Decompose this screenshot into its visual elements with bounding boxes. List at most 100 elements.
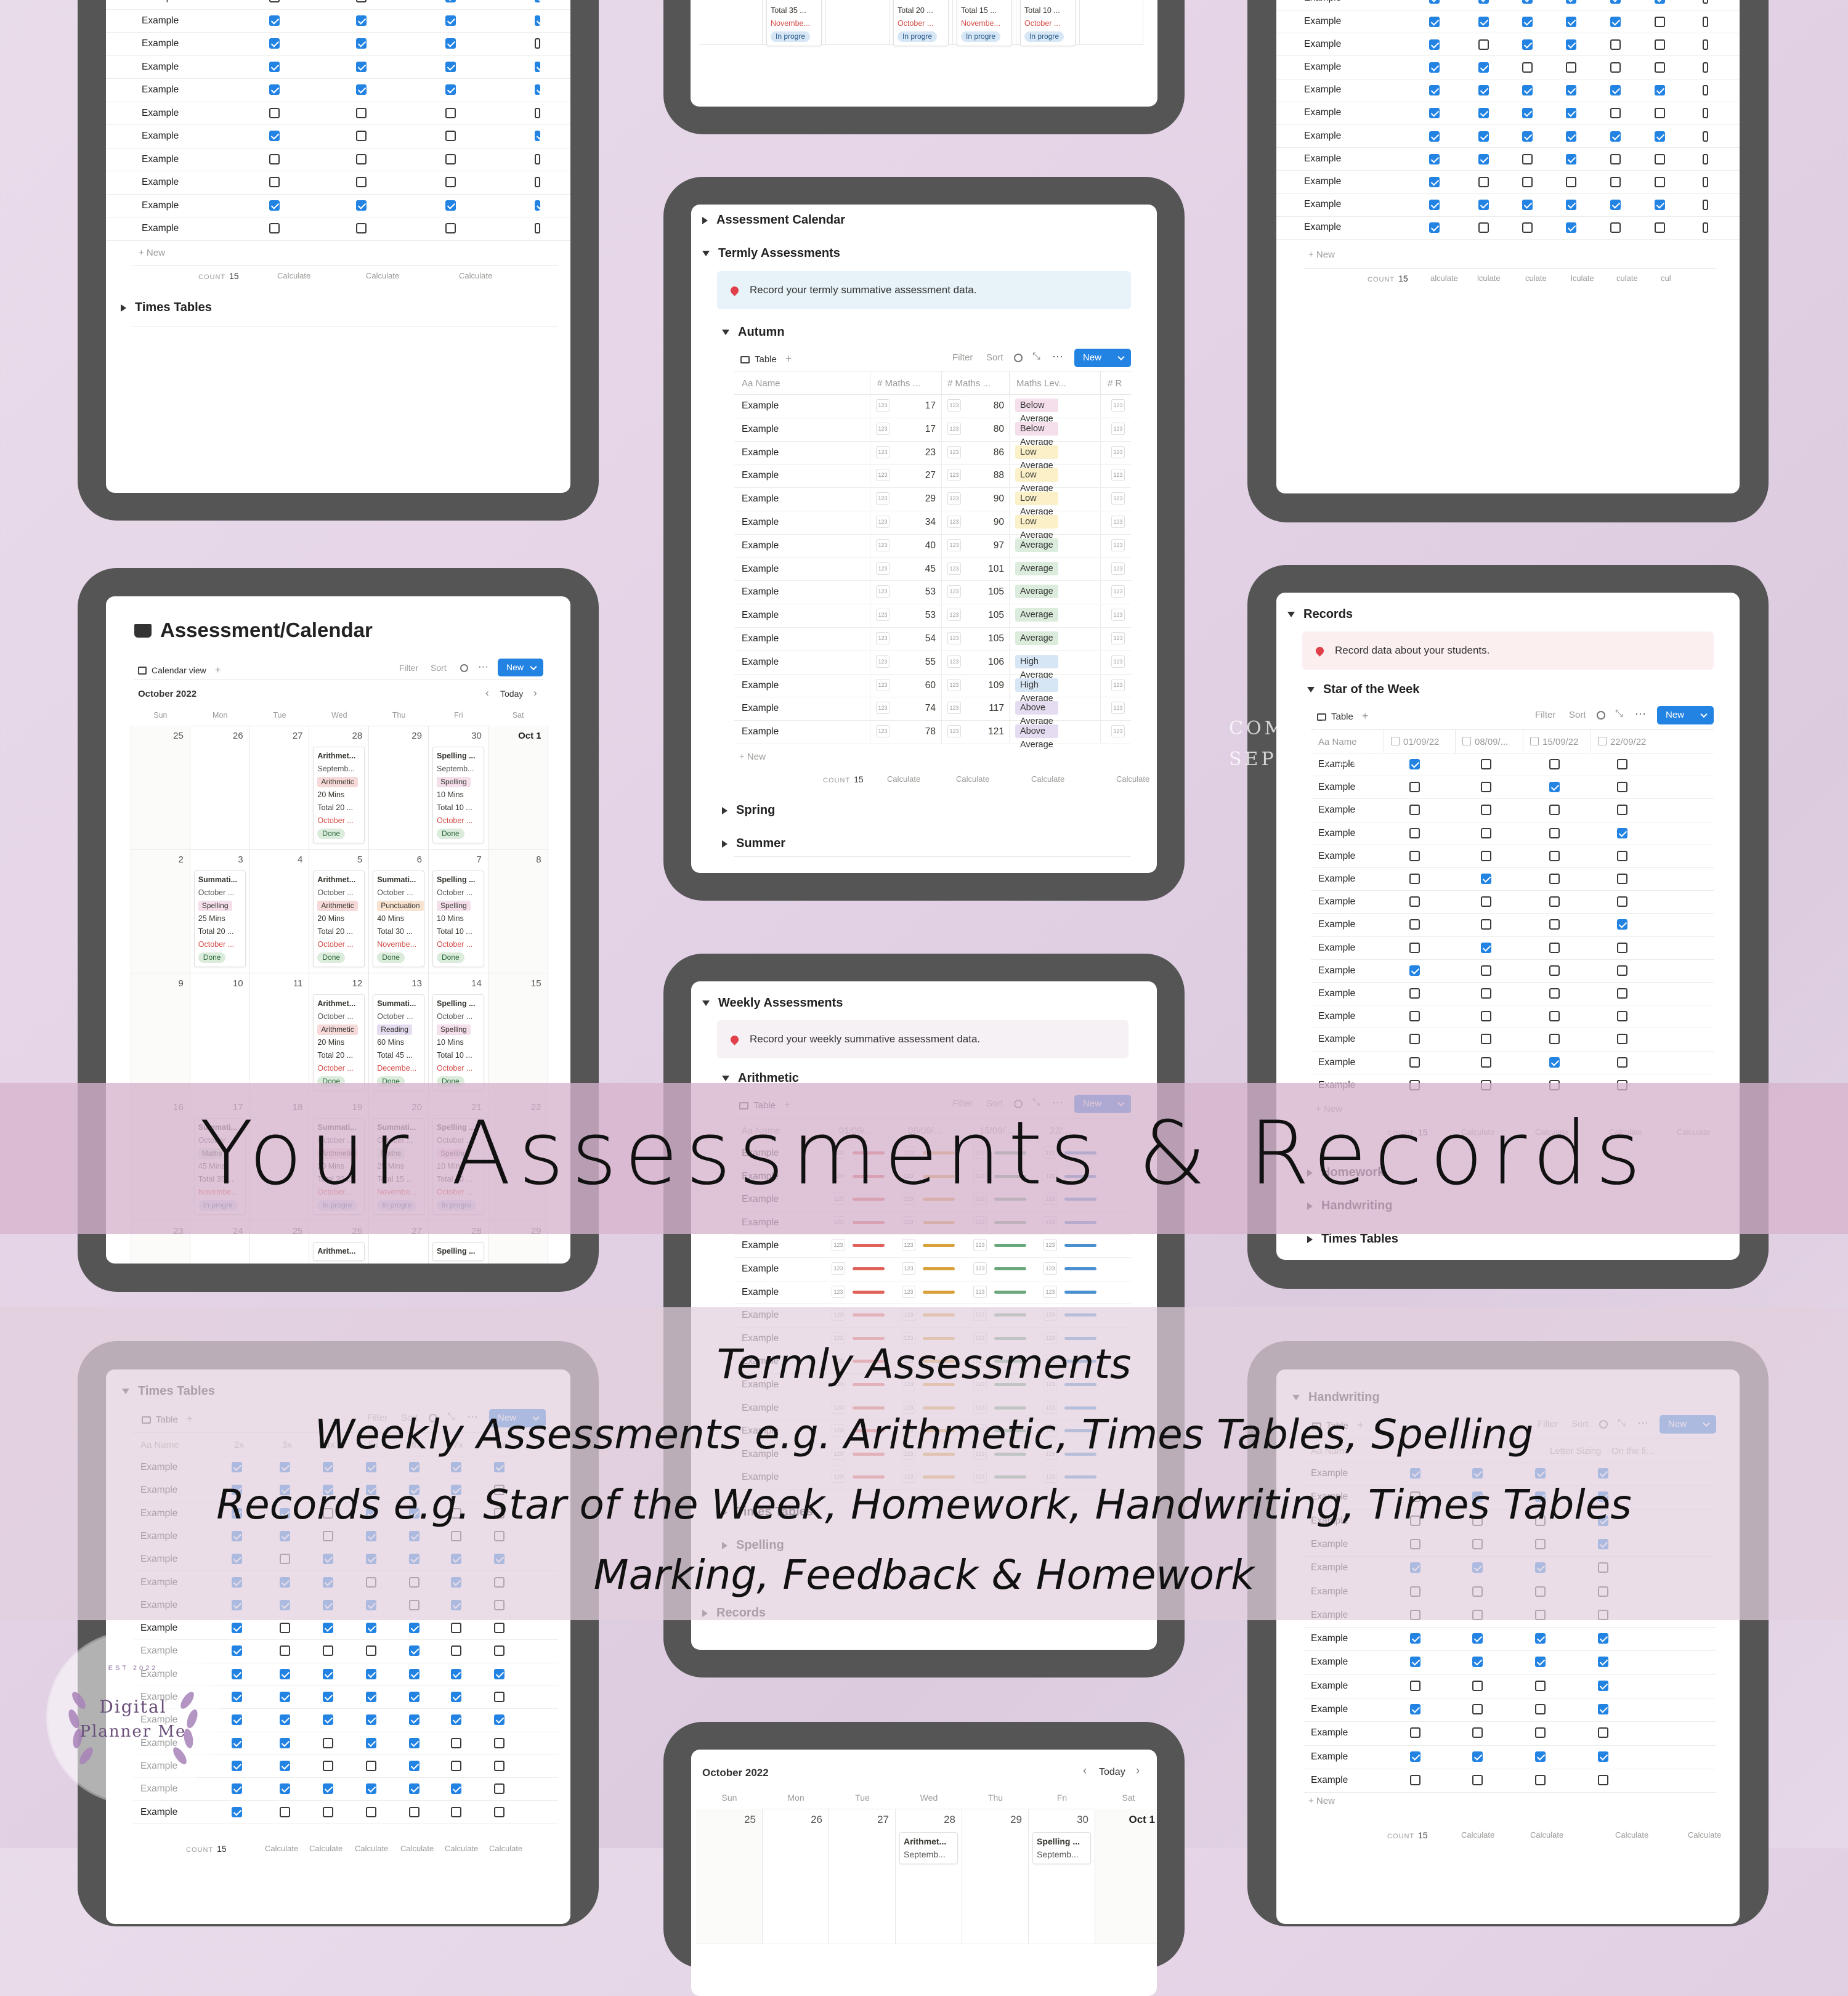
checkbox[interactable] — [1535, 1774, 1546, 1785]
maths-score[interactable]: 45 — [925, 563, 936, 574]
calendar-day[interactable]: 13 Summati... October ... Reading 60 Mins Tot… — [369, 973, 429, 1097]
checkbox[interactable] — [1655, 62, 1665, 73]
new-button[interactable]: New — [1074, 349, 1131, 367]
next-month-icon[interactable]: › — [533, 687, 537, 699]
checkbox[interactable] — [1478, 62, 1489, 73]
calendar-view-tab[interactable]: Calendar view + — [138, 664, 221, 676]
calendar-day[interactable]: 15 — [488, 973, 548, 1097]
row-name[interactable]: Example — [1318, 942, 1356, 953]
checkbox[interactable] — [445, 61, 456, 72]
row-name[interactable]: Example — [142, 131, 179, 141]
level-tag[interactable]: Low Average — [1015, 445, 1058, 471]
maths-standardised[interactable]: 90 — [993, 493, 1004, 505]
maths-standardised[interactable]: 109 — [988, 680, 1004, 691]
level-tag[interactable]: Average — [1015, 585, 1058, 599]
checkbox[interactable] — [1703, 39, 1708, 50]
maths-standardised[interactable]: 88 — [993, 470, 1004, 481]
checkbox[interactable] — [1481, 1057, 1491, 1068]
row-name[interactable]: Example — [142, 177, 179, 187]
checkbox[interactable] — [451, 1692, 461, 1702]
checkbox[interactable] — [451, 1806, 461, 1817]
checkbox[interactable] — [1478, 39, 1489, 50]
calculate-menu[interactable]: cul — [1661, 274, 1671, 283]
more-icon[interactable]: ··· — [1635, 707, 1646, 720]
column-header[interactable]: Maths Lev... — [1016, 378, 1066, 389]
row-name[interactable]: Example — [1318, 850, 1356, 861]
checkbox[interactable] — [1703, 177, 1708, 187]
row-name[interactable]: Example — [742, 703, 779, 714]
checkbox[interactable] — [1481, 782, 1491, 793]
checkbox[interactable] — [366, 1806, 376, 1817]
checkbox[interactable] — [1481, 874, 1491, 884]
checkbox[interactable] — [445, 177, 456, 187]
checkbox[interactable] — [269, 61, 280, 72]
checkbox[interactable] — [494, 1668, 505, 1679]
checkbox[interactable] — [1549, 1011, 1560, 1022]
checkbox[interactable] — [1410, 1657, 1420, 1668]
expand-icon[interactable]: ⤡ — [1615, 708, 1623, 719]
row-name[interactable]: Example — [1318, 1011, 1356, 1022]
row-name[interactable]: Example — [1318, 988, 1356, 999]
checkbox[interactable] — [1409, 896, 1420, 907]
calculate-menu[interactable]: Calculate — [1688, 1830, 1722, 1840]
row-name[interactable]: Example — [742, 1240, 779, 1251]
checkbox[interactable] — [1703, 62, 1708, 73]
checkbox[interactable] — [535, 200, 540, 211]
checkbox[interactable] — [269, 153, 280, 164]
checkbox[interactable] — [269, 38, 280, 49]
checkbox[interactable] — [1522, 0, 1533, 4]
calendar-day[interactable]: 11 — [249, 973, 310, 1097]
checkbox[interactable] — [451, 1737, 461, 1748]
calendar-day[interactable]: 4 — [249, 850, 310, 973]
calculate-menu[interactable]: Calculate — [1461, 1830, 1495, 1840]
checkbox[interactable] — [232, 1714, 242, 1726]
checkbox[interactable] — [1610, 39, 1621, 50]
column-header[interactable]: Aa Name — [1318, 737, 1357, 747]
row-name[interactable]: Example — [1318, 759, 1356, 769]
checkbox[interactable] — [1610, 131, 1621, 142]
row-name[interactable]: Example — [1304, 153, 1342, 164]
add-row-button[interactable]: + New — [1308, 250, 1335, 260]
column-header[interactable]: # Maths ... — [877, 378, 921, 389]
checkbox[interactable] — [356, 0, 367, 2]
maths-score[interactable]: 23 — [925, 447, 936, 458]
checkbox[interactable] — [1610, 16, 1621, 27]
checkbox[interactable] — [1429, 222, 1440, 233]
checkbox[interactable] — [1409, 1057, 1420, 1068]
checkbox[interactable] — [445, 200, 456, 211]
checkbox[interactable] — [1655, 16, 1665, 27]
checkbox[interactable] — [1481, 919, 1491, 930]
event-card[interactable]: Arithmet... October ... Arithmetic 20 Mins T… — [313, 870, 365, 967]
maths-score[interactable]: 53 — [925, 586, 936, 598]
calendar-day[interactable]: 30 Spelling ... Septemb... — [1029, 1809, 1095, 1944]
calculate-menu[interactable]: Calculate — [265, 1844, 299, 1853]
calendar-day[interactable]: 30 Spelling ... Septemb... Spelling 10 Mins T… — [429, 726, 488, 850]
checkbox[interactable] — [1703, 131, 1708, 142]
add-row-button[interactable]: + New — [139, 248, 165, 258]
checkbox[interactable] — [1481, 1011, 1491, 1022]
checkbox[interactable] — [1535, 1704, 1546, 1714]
checkbox[interactable] — [280, 1737, 290, 1748]
checkbox[interactable] — [1703, 200, 1708, 211]
row-name[interactable]: Example — [1311, 1633, 1348, 1644]
checkbox[interactable] — [494, 1714, 505, 1726]
checkbox[interactable] — [409, 1668, 419, 1679]
row-name[interactable]: Example — [1318, 827, 1356, 838]
checkbox[interactable] — [1429, 0, 1440, 4]
row-name[interactable]: Example — [142, 153, 179, 164]
calculate-menu[interactable]: Calculate — [1615, 1830, 1649, 1840]
checkbox[interactable] — [1617, 827, 1627, 838]
checkbox[interactable] — [409, 1737, 419, 1748]
calendar-day[interactable]: 25 — [131, 726, 190, 850]
checkbox[interactable] — [445, 223, 456, 233]
checkbox[interactable] — [1549, 850, 1560, 861]
calendar-day[interactable]: 25 — [696, 1809, 763, 1944]
new-button[interactable]: New — [498, 659, 543, 676]
checkbox[interactable] — [445, 38, 456, 49]
maths-score[interactable]: 40 — [925, 540, 936, 551]
maths-score[interactable]: 78 — [925, 726, 936, 737]
checkbox[interactable] — [1703, 0, 1708, 4]
checkbox[interactable] — [1522, 131, 1533, 142]
checkbox[interactable] — [1481, 988, 1491, 999]
